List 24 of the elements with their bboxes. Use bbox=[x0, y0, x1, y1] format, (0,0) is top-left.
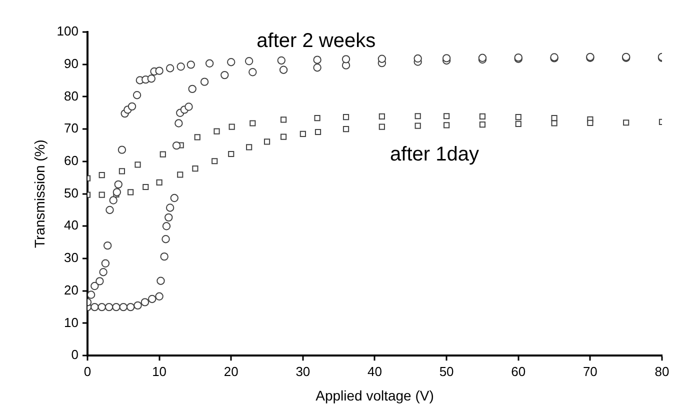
x-tick-label: 80 bbox=[654, 364, 670, 379]
x-tick-label: 30 bbox=[296, 364, 310, 379]
series-label: after 1day bbox=[390, 143, 479, 166]
series-label: after 2 weeks bbox=[256, 30, 376, 52]
x-tick-label: 60 bbox=[511, 364, 526, 379]
x-tick-label: 20 bbox=[224, 364, 238, 379]
y-tick-label: 80 bbox=[64, 88, 78, 104]
y-axis-title: Transmission (%) bbox=[31, 140, 48, 248]
y-tick-label: 0 bbox=[71, 347, 78, 362]
y-tick-label: 90 bbox=[64, 56, 78, 71]
y-tick-label: 70 bbox=[64, 120, 78, 136]
x-tick-label: 40 bbox=[368, 364, 382, 379]
y-tick-label: 40 bbox=[64, 218, 78, 233]
x-tick-label: 0 bbox=[84, 364, 92, 379]
x-tick-label: 10 bbox=[152, 364, 167, 379]
y-tick-label: 20 bbox=[64, 282, 78, 298]
y-tick-label: 10 bbox=[64, 314, 78, 330]
y-tick-label: 50 bbox=[64, 185, 78, 200]
x-tick-label: 70 bbox=[582, 364, 598, 379]
y-tick-label: 30 bbox=[64, 250, 78, 266]
y-tick-label: 100 bbox=[56, 24, 78, 39]
x-tick-label: 50 bbox=[439, 364, 454, 379]
x-axis-title: Applied voltage (V) bbox=[316, 387, 434, 404]
y-tick-label: 60 bbox=[64, 153, 78, 168]
